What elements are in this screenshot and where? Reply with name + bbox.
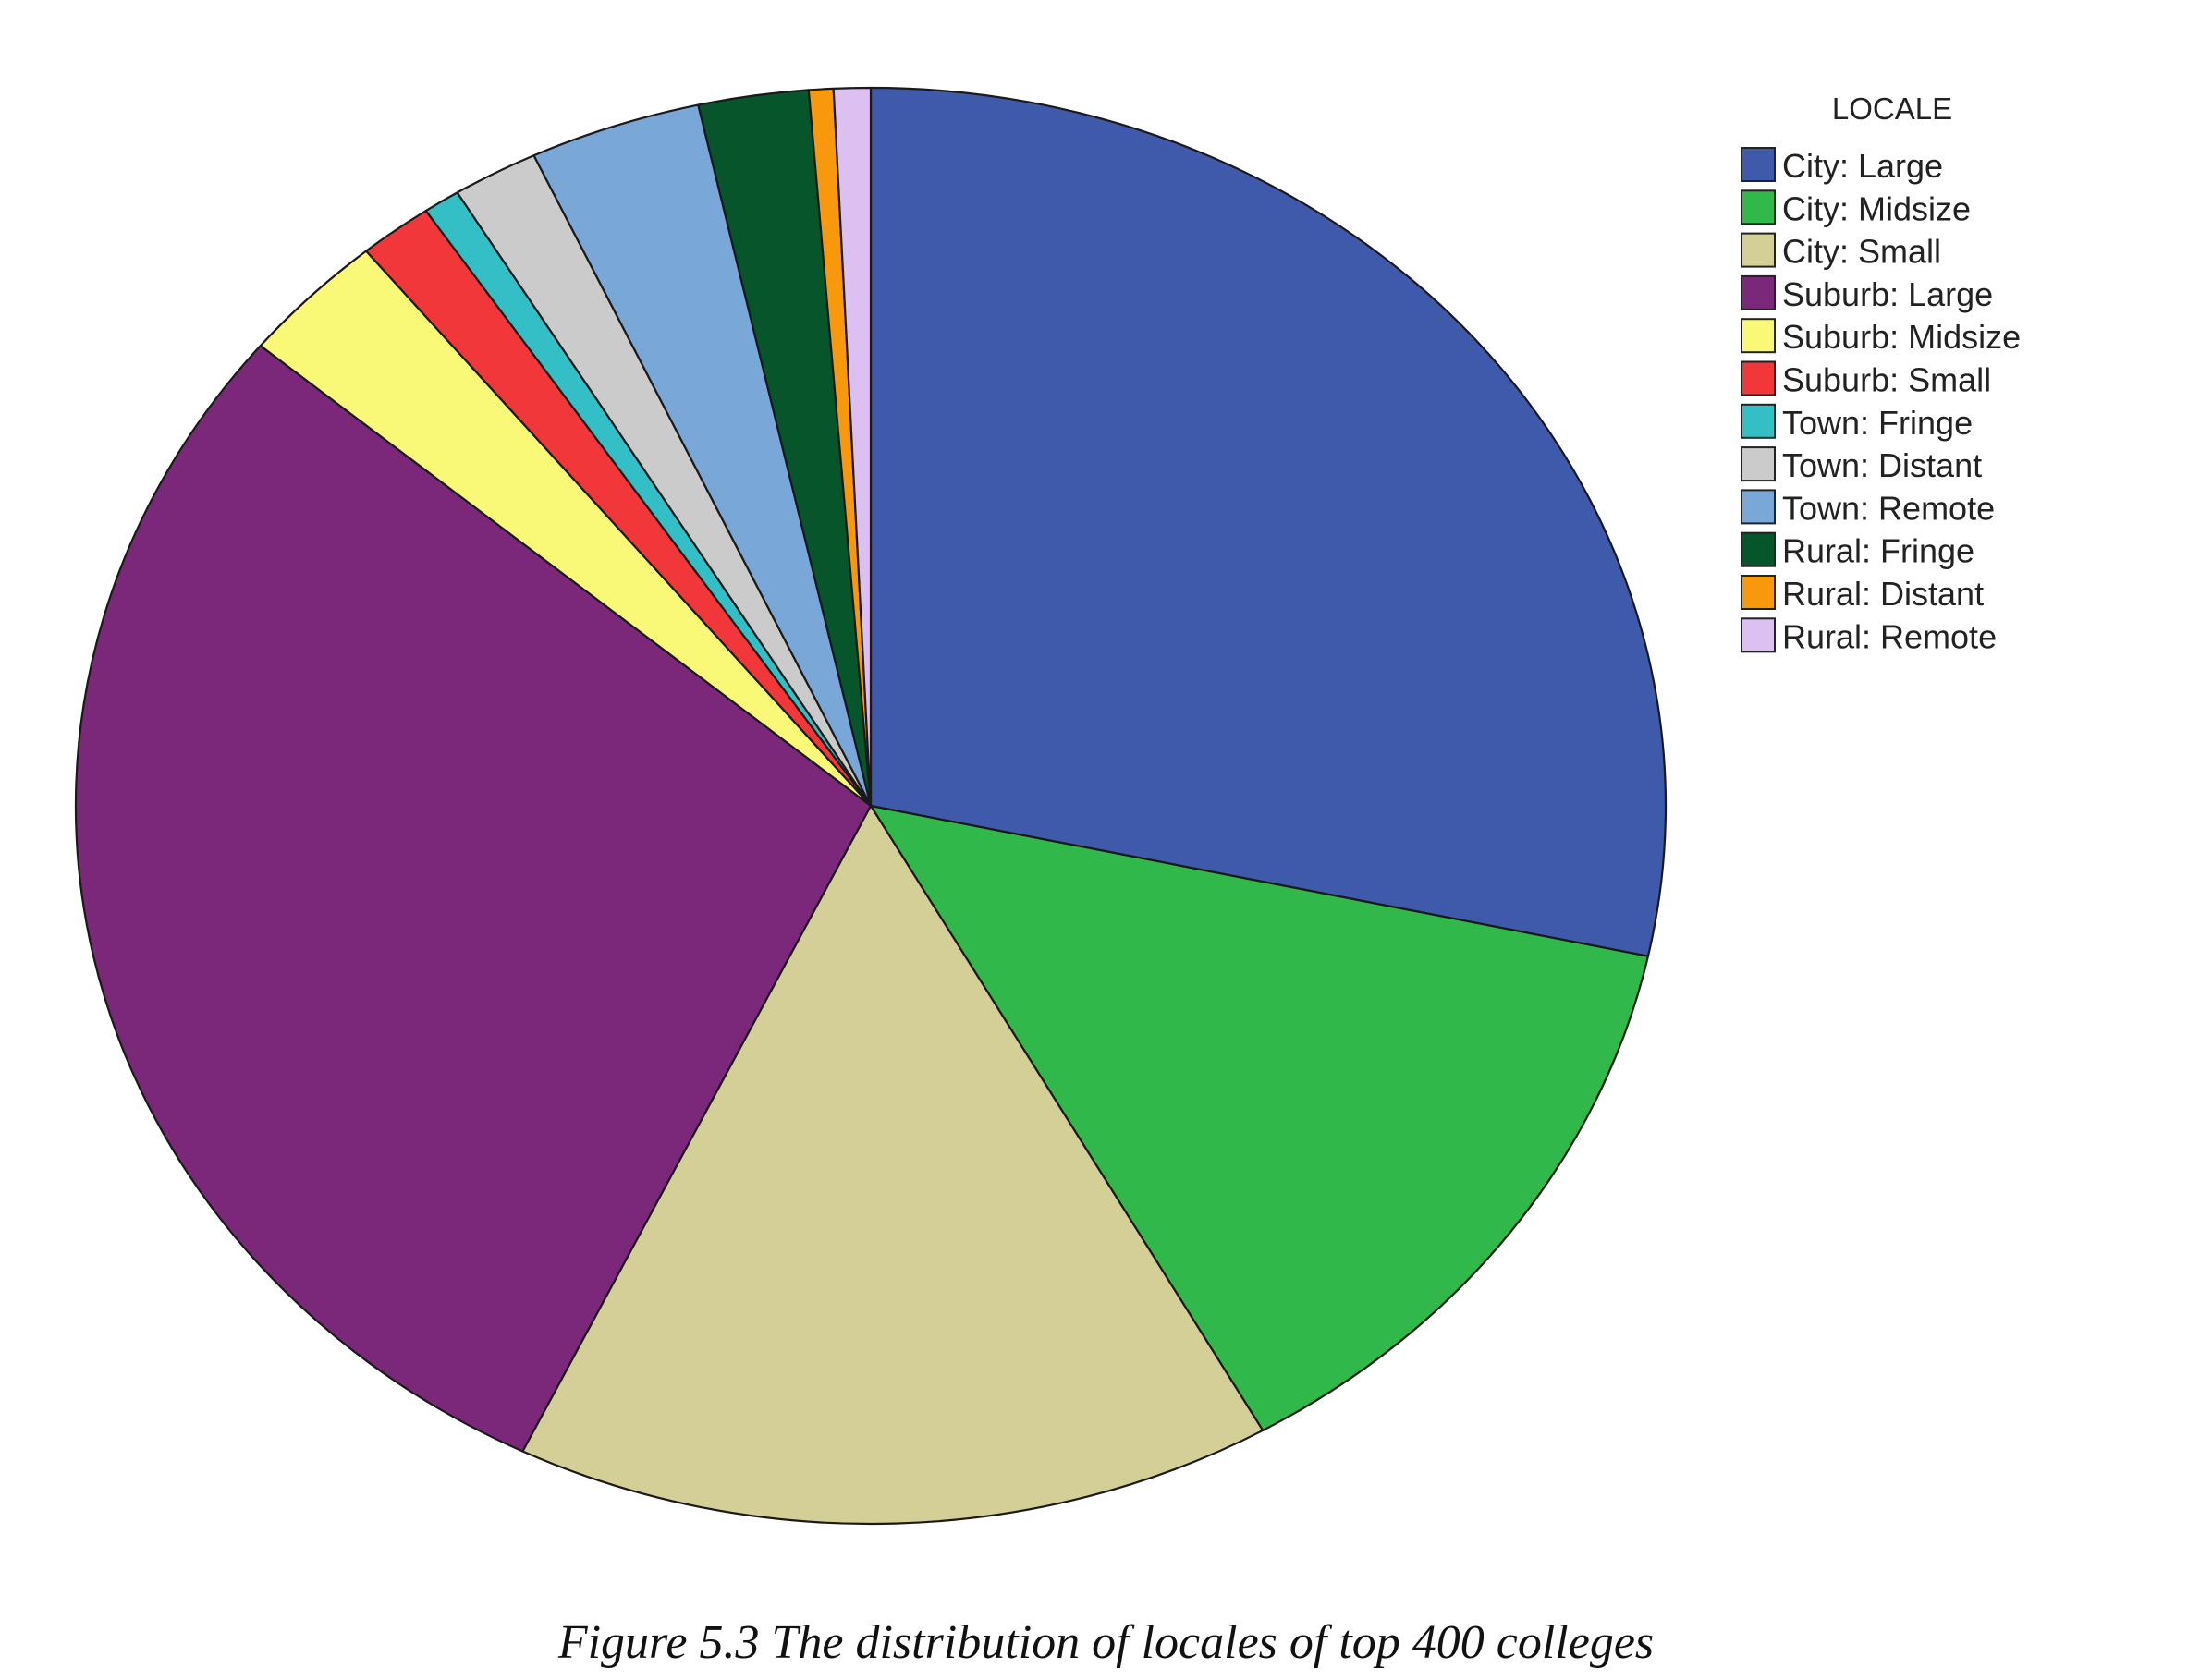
legend-label: Rural: Distant <box>1782 575 1984 613</box>
legend-items: City: Large City: Midsize City: Small Subur… <box>1741 147 2021 655</box>
legend-swatch <box>1741 147 1776 182</box>
legend-label: Town: Remote <box>1782 489 1995 527</box>
legend-item-town-distant: Town: Distant <box>1741 446 1982 484</box>
legend-item-city-large: City: Large <box>1741 147 1943 185</box>
legend-swatch <box>1741 189 1776 225</box>
legend: LOCALE City: Large City: Midsize City: Sma… <box>1741 91 2021 655</box>
legend-title: LOCALE <box>1832 91 1952 126</box>
legend-label: Rural: Remote <box>1782 617 1997 655</box>
legend-swatch <box>1741 489 1776 525</box>
legend-item-city-midsize: City: Midsize <box>1741 189 1971 227</box>
legend-swatch <box>1741 531 1776 567</box>
legend-item-rural-fringe: Rural: Fringe <box>1741 531 1974 570</box>
pie-slices <box>74 86 1668 1526</box>
legend-label: Suburb: Large <box>1782 275 1993 313</box>
legend-item-city-small: City: Small <box>1741 232 1941 271</box>
legend-swatch <box>1741 318 1776 354</box>
legend-label: Rural: Fringe <box>1782 532 1974 570</box>
legend-item-rural-distant: Rural: Distant <box>1741 575 1984 613</box>
legend-label: Suburb: Midsize <box>1782 318 2021 356</box>
legend-label: Town: Distant <box>1782 446 1982 484</box>
legend-item-town-remote: Town: Remote <box>1741 489 1995 527</box>
legend-label: Suburb: Small <box>1782 361 1991 399</box>
pie-slice-city-midsize <box>869 804 1650 1432</box>
legend-swatch <box>1741 617 1776 653</box>
figure-caption: Figure 5.3 The distribution of locales o… <box>557 1616 1655 1669</box>
legend-swatch <box>1741 403 1776 439</box>
legend-swatch <box>1741 274 1776 310</box>
legend-item-rural-remote: Rural: Remote <box>1741 617 1997 655</box>
legend-label: Town: Fringe <box>1782 404 1973 442</box>
pie-slice-suburb-large <box>74 345 873 1453</box>
legend-item-suburb-midsize: Suburb: Midsize <box>1741 318 2021 356</box>
legend-swatch <box>1741 446 1776 482</box>
pie-slice-city-large <box>869 86 1668 957</box>
legend-item-suburb-large: Suburb: Large <box>1741 274 1993 313</box>
legend-label: City: Small <box>1782 233 1941 271</box>
pie-slice-rural-remote <box>832 86 873 808</box>
legend-item-suburb-small: Suburb: Small <box>1741 360 1991 399</box>
pie-slice-city-small <box>521 804 1265 1526</box>
legend-swatch <box>1741 360 1776 396</box>
legend-item-town-fringe: Town: Fringe <box>1741 403 1973 442</box>
legend-swatch <box>1741 575 1776 610</box>
legend-label: City: Large <box>1782 147 1943 185</box>
legend-label: City: Midsize <box>1782 189 1971 227</box>
legend-swatch <box>1741 232 1776 268</box>
